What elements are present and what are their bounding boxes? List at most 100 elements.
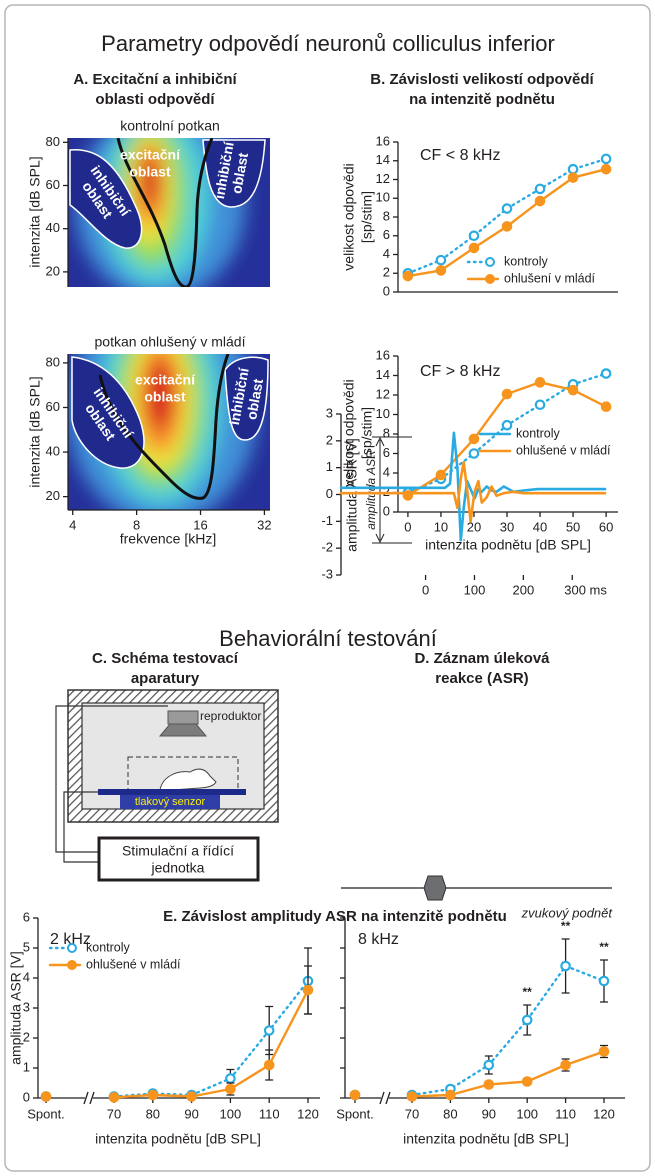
stimulus-label: zvukový podnět <box>521 905 614 920</box>
panel-title: D. Záznam úleková <box>414 650 550 667</box>
chart-title: kontrolní potkan <box>120 118 220 134</box>
excitatory-contour <box>98 354 230 500</box>
inhibitory-region <box>224 356 269 441</box>
annotation: CF < 8 kHz <box>420 147 500 164</box>
y-tick-label: 2 <box>326 432 333 447</box>
legend-label: kontroly <box>86 940 131 954</box>
point <box>468 448 480 459</box>
axis-break-gap <box>381 1092 389 1104</box>
x-tick-label: 100 <box>220 1106 242 1121</box>
apparatus <box>55 689 279 882</box>
point <box>349 1089 361 1101</box>
y-tick-label: 12 <box>376 386 390 401</box>
y-tick-label: 8 <box>383 208 390 223</box>
heat-blob <box>141 152 159 208</box>
y-tick-label: 1 <box>23 1059 30 1074</box>
point <box>402 270 414 282</box>
annotation: 8 kHz <box>358 931 399 948</box>
legend-marker <box>67 943 77 953</box>
point <box>483 1059 495 1071</box>
point <box>567 172 579 183</box>
y-tick-label: 12 <box>376 171 390 186</box>
point <box>406 1091 418 1102</box>
panel-title: reakce (ASR) <box>435 670 528 687</box>
significance: ** <box>561 919 571 933</box>
x-tick-label: 30 <box>500 519 514 534</box>
sensor-label: tlakový senzor <box>135 796 206 808</box>
point <box>600 368 612 379</box>
point <box>445 1089 456 1101</box>
point <box>435 469 447 481</box>
point <box>534 377 546 388</box>
chart-title: potkan ohlušený v mládí <box>95 334 246 350</box>
panel-title: E. Závislost amplitudy ASR na intenzitě … <box>163 908 507 925</box>
excitatory-contour <box>116 138 214 287</box>
x-tick-label: 80 <box>443 1106 457 1121</box>
point <box>534 399 546 411</box>
x-tick-label: 200 <box>513 582 535 597</box>
x-tick-label: 300 ms <box>564 582 607 597</box>
region-label: oblast <box>228 151 251 195</box>
section-title: Parametry odpovědí neuronů colliculus in… <box>101 31 555 56</box>
y-label: amplituda ASR [V] <box>344 438 360 552</box>
x-label: frekvence [kHz] <box>120 531 216 547</box>
legend-label: kontroly <box>504 254 549 268</box>
y-tick-label: 60 <box>46 177 60 192</box>
x-tick-label: Spont. <box>336 1106 374 1121</box>
point <box>567 384 579 396</box>
series-line <box>339 461 607 523</box>
y-label: amplituda ASR [V] <box>8 951 24 1065</box>
point <box>435 254 447 266</box>
inhibitory-region <box>202 139 266 208</box>
x-tick-label: 70 <box>107 1106 121 1121</box>
point <box>501 419 513 431</box>
axis-break <box>89 1091 95 1105</box>
point <box>521 1014 533 1026</box>
x-tick-label: 120 <box>593 1106 615 1121</box>
x-tick-label: 110 <box>555 1106 576 1121</box>
y-tick-label: 2 <box>383 265 390 280</box>
x-label: intenzita podnětu [dB SPL] <box>403 1131 569 1147</box>
x-label: intenzita podnětu [dB SPL] <box>95 1131 261 1147</box>
legend-marker <box>67 960 77 970</box>
point <box>186 1091 197 1102</box>
y-tick-label: -1 <box>321 513 333 528</box>
region-label: oblast <box>129 164 171 180</box>
legend-label: ohlušené v mládí <box>516 443 611 457</box>
point <box>598 1046 610 1057</box>
y-tick-label: 4 <box>383 246 390 261</box>
point <box>567 163 579 175</box>
x-tick-label: 70 <box>405 1106 419 1121</box>
point <box>501 203 513 214</box>
y-tick-label: 0 <box>383 283 390 298</box>
legend-label: kontroly <box>516 426 561 440</box>
point <box>263 1059 275 1071</box>
annotation: CF > 8 kHz <box>420 363 500 380</box>
frame <box>4 4 651 1172</box>
y-tick-label: 16 <box>376 347 390 362</box>
significance: ** <box>523 985 533 999</box>
series-line <box>112 988 310 1099</box>
region-label: excitační <box>120 147 181 163</box>
point <box>501 221 513 232</box>
x-tick-label: 90 <box>482 1106 496 1121</box>
y-label: [sp/stim] <box>359 191 375 243</box>
annotation: amplituda ASR <box>364 450 378 530</box>
x-tick-label: 110 <box>259 1106 280 1121</box>
x-tick-label: 90 <box>184 1106 198 1121</box>
x-label: intenzita podnětu [dB SPL] <box>425 537 591 553</box>
series-line <box>410 1050 606 1098</box>
point <box>468 230 480 242</box>
x-tick-label: 0 <box>404 519 411 534</box>
y-tick-label: 80 <box>46 134 60 149</box>
amplitude-arrow <box>372 436 412 544</box>
axis-break <box>83 1091 89 1105</box>
panel-title: B. Závislosti velikostí odpovědí <box>370 71 594 88</box>
y-label: velikost odpovědi <box>341 379 357 486</box>
point <box>263 1025 275 1036</box>
x-tick-label: 32 <box>257 517 271 532</box>
point <box>534 183 546 195</box>
y-tick-label: 6 <box>383 445 390 460</box>
y-tick-label: 4 <box>383 464 390 479</box>
